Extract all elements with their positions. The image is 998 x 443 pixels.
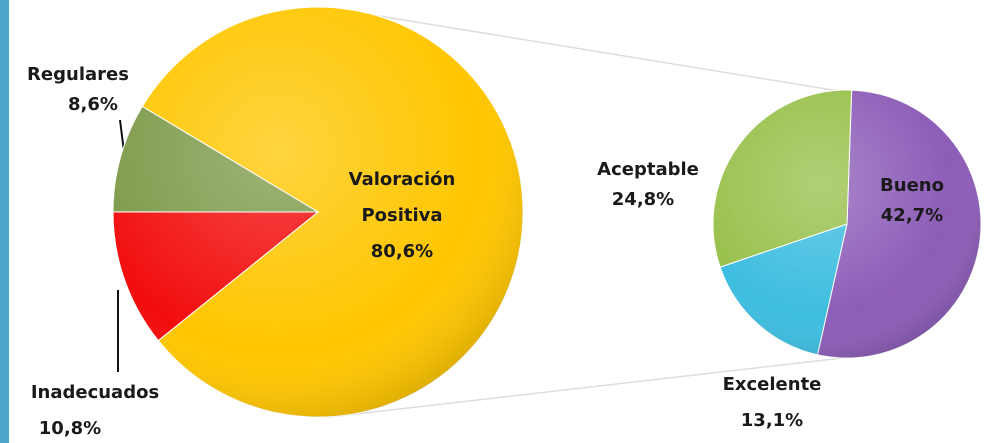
slice-value-label: 42,7% (881, 205, 943, 226)
side-bar (0, 0, 9, 443)
slice-value-label: 13,1% (741, 410, 803, 431)
slice-value-label: 10,8% (39, 418, 101, 439)
slice-label: Regulares (27, 64, 129, 85)
slice-label: Aceptable (597, 159, 699, 180)
slice-label: Excelente (723, 374, 822, 395)
slice-label: Inadecuados (31, 382, 159, 403)
slice-value-label: 24,8% (612, 189, 674, 210)
slice-label: Bueno (880, 175, 944, 196)
slice-value-label: 80,6% (371, 241, 433, 262)
slice-value-label: 8,6% (68, 94, 118, 115)
slice-label: Valoración Positiva (349, 169, 456, 226)
